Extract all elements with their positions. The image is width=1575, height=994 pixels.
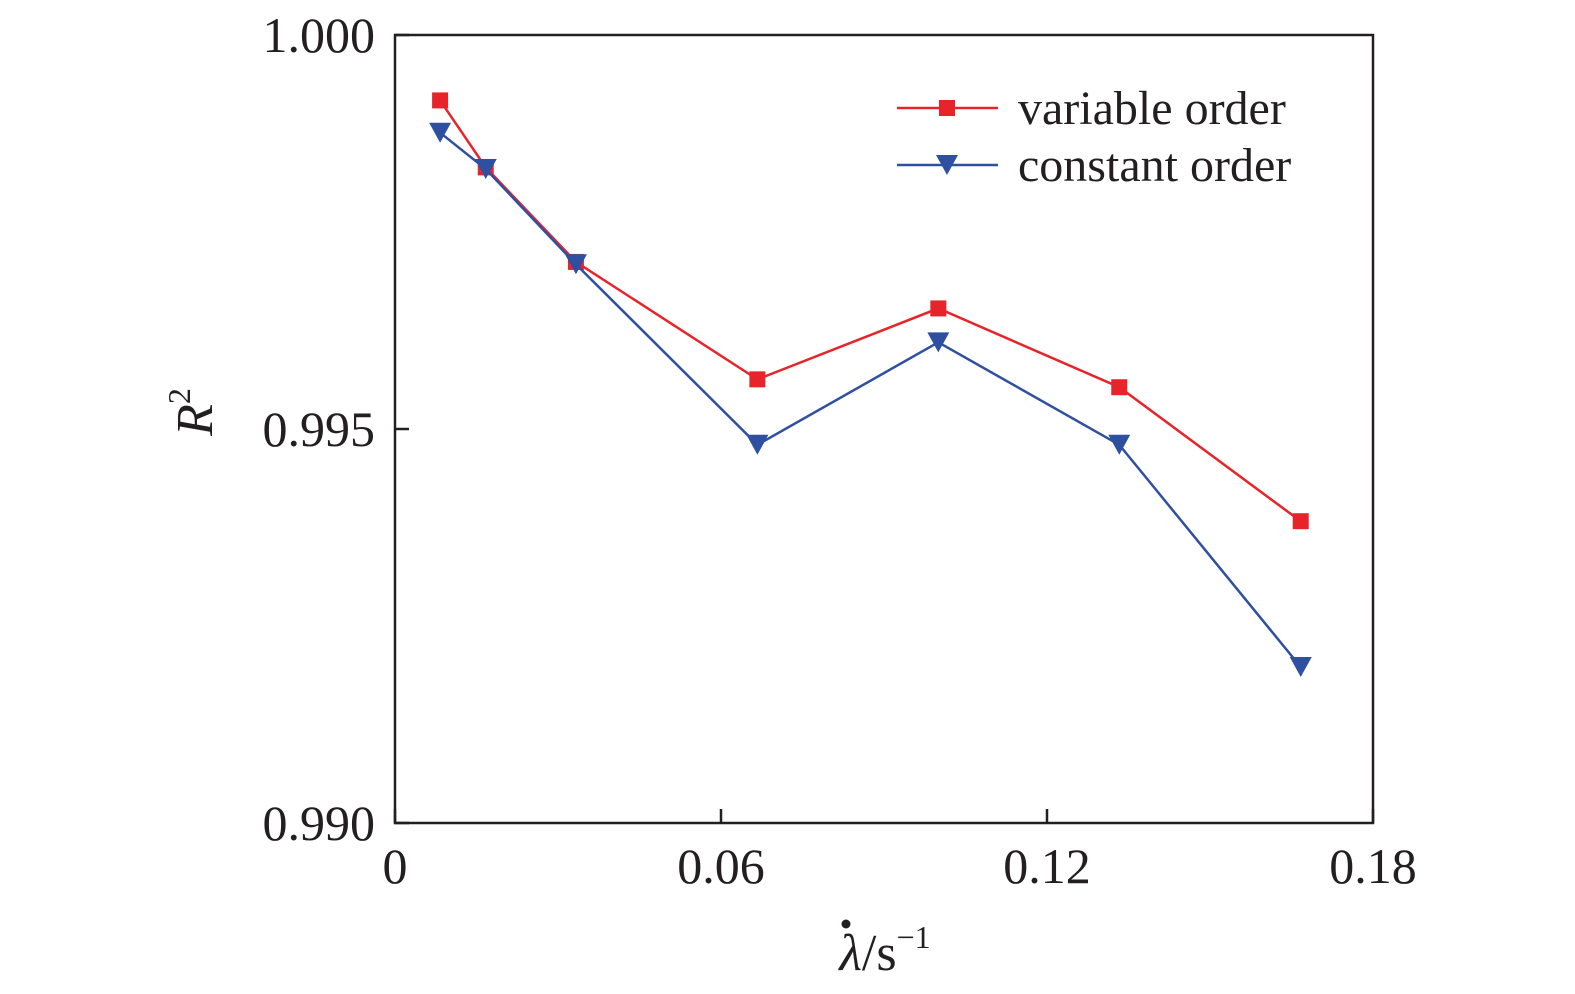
data-point (474, 158, 497, 179)
legend-label: variable order (1018, 82, 1286, 135)
y-axis-title-exponent: 2 (161, 388, 197, 404)
data-point (432, 92, 449, 109)
plot-series (429, 92, 1312, 677)
data-point (429, 122, 452, 143)
data-point (1292, 513, 1309, 530)
x-axis-title-dot (841, 919, 851, 929)
axes: 0 0.06 0.12 0.18 0.990 0.995 1.000 (263, 7, 1417, 894)
y-tick-label: 0.990 (263, 795, 376, 851)
legend-swatch-marker (939, 100, 955, 116)
x-tick-label: 0.18 (1329, 838, 1417, 894)
x-axis-title-unit: /s (862, 925, 897, 982)
legend-item: variable order (897, 82, 1286, 135)
data-point (930, 300, 947, 317)
x-axis-title: λ/s−1 (837, 919, 930, 982)
legend-item: constant order (897, 139, 1291, 192)
series-line (439, 131, 1302, 668)
data-point (749, 371, 766, 388)
x-tick-label: 0 (383, 838, 408, 894)
y-tick-label: 1.000 (263, 7, 376, 63)
x-axis-title-exponent: −1 (897, 919, 931, 955)
data-point (1289, 656, 1312, 677)
data-point (564, 254, 587, 275)
x-axis-title-symbol: λ (837, 925, 862, 982)
series-constant-order (429, 122, 1312, 677)
legend-swatch-marker (936, 155, 958, 175)
data-point (1111, 379, 1128, 396)
y-tick-label: 0.995 (263, 401, 376, 457)
data-point (927, 332, 950, 353)
legend-label: constant order (1018, 139, 1291, 192)
x-tick-label: 0.06 (677, 838, 765, 894)
data-point (746, 434, 769, 455)
y-axis-title: R2 (161, 388, 224, 437)
x-tick-label: 0.12 (1003, 838, 1091, 894)
data-point (1108, 434, 1131, 455)
y-axis-title-symbol: R (167, 404, 224, 437)
